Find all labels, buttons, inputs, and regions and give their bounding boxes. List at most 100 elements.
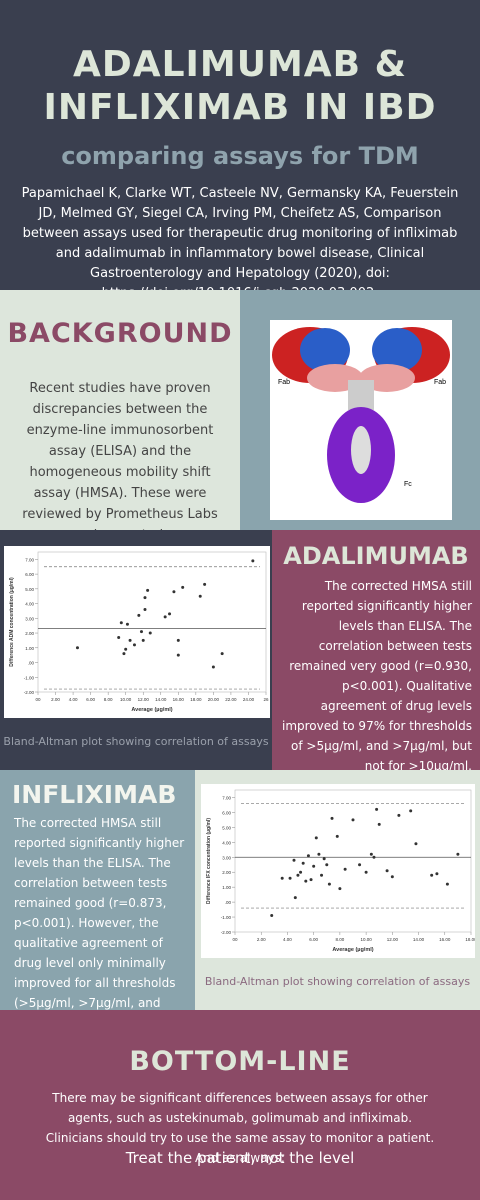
- x-tick-label: 12.00: [138, 697, 150, 702]
- point: [304, 879, 308, 883]
- point: [132, 643, 136, 647]
- y-tick-label: -1.00: [221, 915, 232, 920]
- x-tick-label: 00: [232, 937, 238, 942]
- point: [369, 852, 373, 856]
- point: [296, 873, 300, 877]
- point: [75, 646, 79, 650]
- point: [198, 594, 202, 598]
- point: [137, 613, 141, 617]
- point: [327, 882, 331, 886]
- heading: INFLIXIMAB: [12, 780, 177, 809]
- point: [168, 612, 172, 616]
- point: [414, 842, 418, 846]
- point: [163, 615, 167, 619]
- x-tick-label: 6.00: [86, 697, 95, 702]
- point: [181, 585, 185, 589]
- x-tick-label: 22.00: [225, 697, 237, 702]
- y-tick-label: 3.00: [25, 616, 34, 621]
- image-panel: Fab Fab Fc: [240, 290, 480, 530]
- heading: BOTTOM-LINE: [129, 1046, 351, 1077]
- caption: Bland-Altman plot showing correlation of…: [204, 975, 471, 988]
- y-tick-label: 2.00: [25, 631, 34, 636]
- citation: Papamichael K, Clarke WT, Casteele NV, G…: [21, 186, 459, 301]
- point: [143, 596, 147, 600]
- x-tick-label: 26: [263, 697, 269, 702]
- x-axis-title: Average (µg/ml): [131, 707, 172, 713]
- x-tick-label: 18.00: [465, 937, 475, 942]
- y-axis-title: Difference ADM concentration (µg/ml): [9, 577, 15, 667]
- point: [385, 869, 389, 873]
- point: [203, 582, 207, 586]
- x-tick-label: 12.00: [387, 937, 399, 942]
- y-tick-label: 2.00: [222, 870, 231, 875]
- infliximab-plot-panel: -2.00 -1.00 .00 1.00 2.00 3.00 4.00 5.00 6.00 7.0…: [195, 770, 480, 1010]
- x-tick-label: 4.00: [69, 697, 78, 702]
- heading: BACKGROUND: [7, 318, 233, 349]
- title: ADALIMUMAB &: [72, 44, 408, 85]
- image-label: Fab: [278, 379, 290, 386]
- point: [330, 816, 334, 820]
- point: [211, 665, 215, 669]
- heading: ADALIMUMAB: [283, 542, 469, 570]
- y-tick-label: 5.00: [25, 587, 34, 592]
- x-tick-label: 16.00: [173, 697, 185, 702]
- point: [314, 836, 318, 840]
- caption: Bland-Altman plot showing correlation of…: [3, 735, 269, 748]
- y-tick-label: 4.00: [222, 840, 231, 845]
- y-tick-label: 7.00: [25, 557, 34, 562]
- point: [445, 882, 449, 886]
- point: [358, 863, 362, 867]
- antibody-image: Fab Fab Fc: [270, 320, 452, 520]
- y-tick-label: -2.00: [221, 930, 232, 935]
- bland-altman-plot: -2.00 -1.00 .00 1.00 2.00 3.00 4.00 5.00 6.00 7.0…: [4, 546, 270, 718]
- background-panel: BACKGROUND Recent studies have proven di…: [0, 290, 240, 543]
- x-tick-label: 16.00: [439, 937, 451, 942]
- y-tick-label: -1.00: [24, 675, 35, 680]
- y-tick-label: 6.00: [222, 810, 231, 815]
- point: [309, 878, 313, 882]
- point: [372, 855, 376, 859]
- point: [377, 822, 381, 826]
- x-tick-label: 4.00: [283, 937, 292, 942]
- point: [270, 914, 274, 918]
- point: [351, 818, 355, 822]
- x-tick-label: 00: [35, 697, 41, 702]
- point: [172, 590, 176, 594]
- x-tick-label: 2.00: [257, 937, 266, 942]
- point: [456, 852, 460, 856]
- x-tick-label: 14.00: [413, 937, 425, 942]
- point: [251, 559, 255, 563]
- y-axis-title: Difference IFX concentration (µg/ml): [206, 818, 212, 904]
- x-tick-label: 2.00: [51, 697, 60, 702]
- point: [139, 630, 143, 634]
- point: [301, 861, 305, 865]
- y-tick-label: 7.00: [222, 795, 231, 800]
- point: [430, 873, 434, 877]
- plot-background: [201, 784, 475, 958]
- y-tick-label: 1.00: [25, 646, 34, 651]
- x-tick-label: 6.00: [309, 937, 318, 942]
- infliximab-panel: INFLIXIMAB The corrected HMSA still repo…: [0, 770, 195, 1030]
- bland-altman-plot: -2.00 -1.00 .00 1.00 2.00 3.00 4.00 5.00 6.00 7.0…: [201, 784, 475, 958]
- point: [299, 870, 303, 874]
- body-text: There may be significant differences bet…: [45, 1091, 435, 1165]
- y-tick-label: 6.00: [25, 572, 34, 577]
- bottom-line-panel: BOTTOM-LINE There may be significant dif…: [0, 1010, 480, 1200]
- point: [292, 858, 296, 862]
- point: [343, 867, 347, 871]
- adalimumab-plot-panel: -2.00 -1.00 .00 1.00 2.00 3.00 4.00 5.00 6.00 7.0…: [0, 530, 272, 770]
- point: [128, 638, 132, 642]
- x-axis-title: Average (µg/ml): [332, 947, 373, 953]
- point: [306, 854, 310, 858]
- adalimumab-panel: ADALIMUMAB The corrected HMSA still repo…: [272, 530, 480, 773]
- plot-frame: [37, 551, 267, 693]
- y-tick-label: .00: [225, 900, 232, 905]
- point: [409, 809, 413, 813]
- point: [320, 873, 324, 877]
- y-tick-label: 1.00: [222, 885, 231, 890]
- x-tick-label: 18.00: [190, 697, 202, 702]
- point: [312, 864, 316, 868]
- y-tick-label: 3.00: [222, 855, 231, 860]
- point: [125, 622, 129, 626]
